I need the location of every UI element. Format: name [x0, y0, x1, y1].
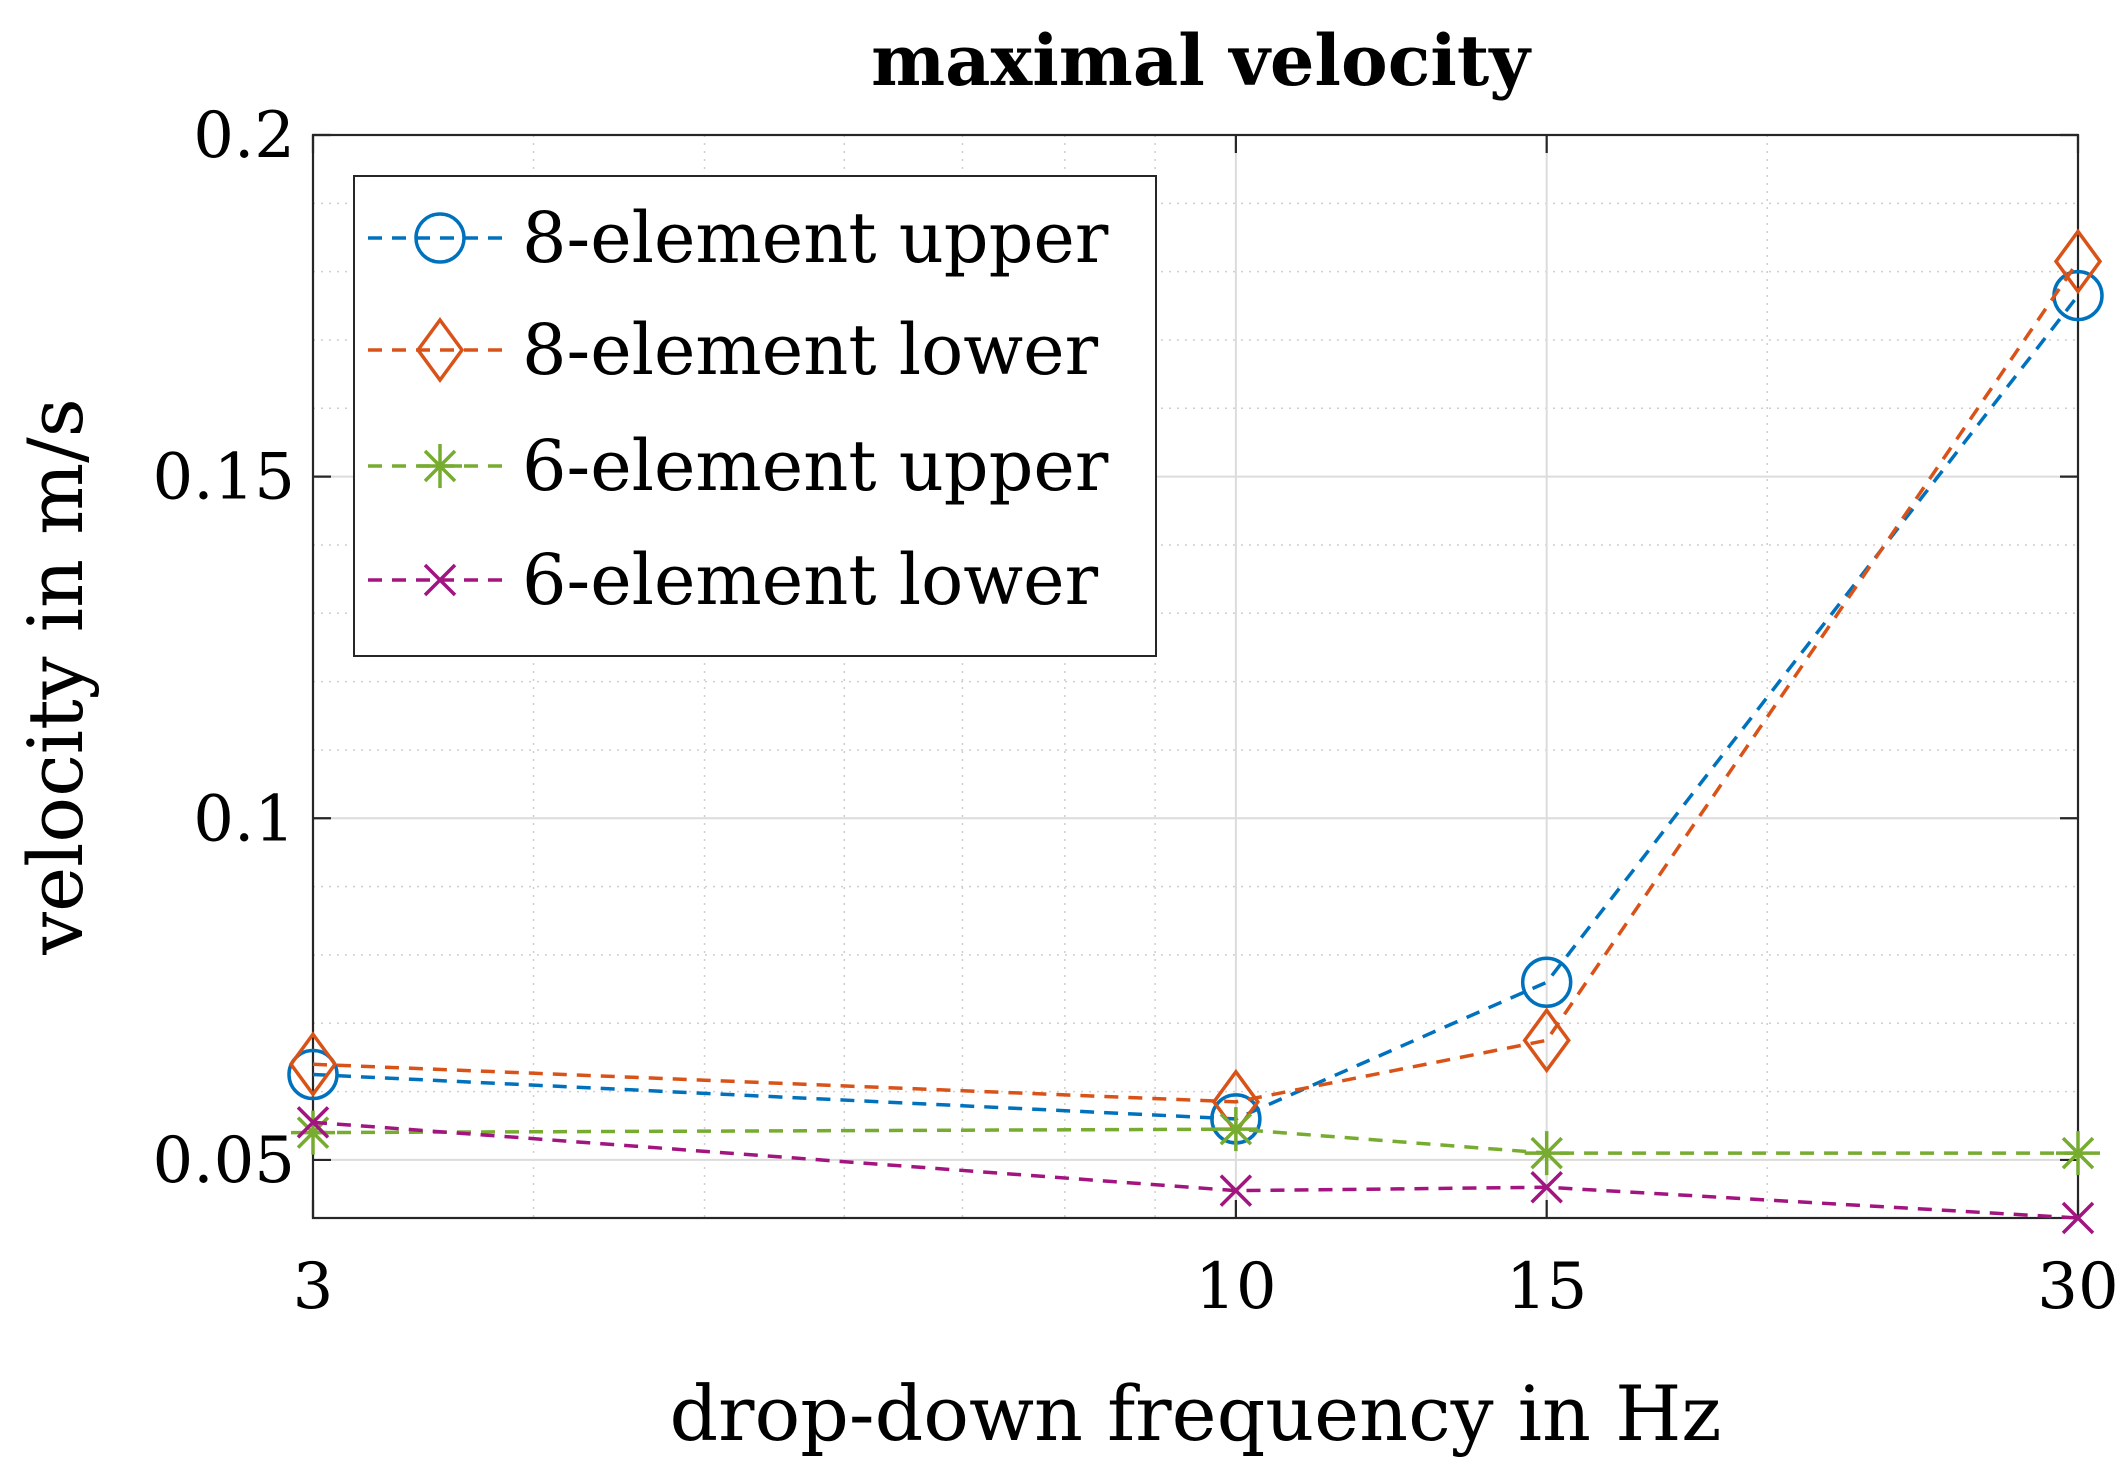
data-point-marker	[2061, 1201, 2095, 1235]
y-tick-label: 0.05	[153, 1124, 296, 1198]
series-line	[312, 294, 2080, 1121]
series-line	[312, 1127, 2078, 1155]
data-point-marker	[1520, 956, 1573, 1009]
chart-title: maximal velocity	[871, 19, 1532, 102]
data-point-marker	[288, 1031, 338, 1098]
legend-label: 6-element lower	[522, 539, 1099, 621]
legend-label: 6-element upper	[522, 425, 1109, 507]
plot-frame	[311, 133, 2080, 1220]
x-tick-label: 30	[2037, 1250, 2118, 1324]
series-8-element-lower	[288, 228, 2103, 1135]
data-point-marker	[296, 1106, 330, 1139]
legend-marker	[415, 317, 465, 383]
legend-label: 8-element lower	[522, 309, 1099, 391]
data-point-marker	[2056, 1131, 2100, 1176]
data-point-marker	[1524, 1131, 1569, 1176]
data-point-marker	[2053, 228, 2103, 295]
x-tick-label: 15	[1506, 1250, 1587, 1324]
data-point-marker	[1219, 1174, 1253, 1207]
series-6-element-lower	[296, 1106, 2095, 1235]
y-tick-label: 0.2	[193, 99, 295, 173]
data-point-marker	[291, 1110, 335, 1155]
legend-marker	[418, 444, 462, 488]
legend-item: 8-element lower	[368, 309, 1099, 391]
legend-label: 8-element upper	[522, 197, 1109, 279]
legend-item: 8-element upper	[368, 197, 1109, 279]
y-axis-label: velocity in m/s	[11, 398, 100, 956]
data-point-marker	[1522, 1007, 1571, 1074]
y-tick-label: 0.1	[193, 782, 295, 856]
data-point-marker	[1530, 1171, 1563, 1204]
legend-item: 6-element upper	[368, 425, 1109, 507]
data-point-marker	[287, 1048, 339, 1101]
x-axis-label: drop-down frequency in Hz	[670, 1369, 1722, 1458]
tick-labels: 3 10 15 30 0.05 0.1 0.15 0.2	[153, 99, 2119, 1324]
y-tick-label: 0.15	[153, 441, 296, 515]
legend: 8-element upper 8-element lower 6-element …	[353, 175, 1157, 657]
series	[287, 228, 2104, 1235]
legend-item: 6-element lower	[368, 539, 1099, 621]
data-point-marker	[1213, 1107, 1258, 1152]
series-line	[312, 1120, 2079, 1220]
legend-box	[353, 175, 1157, 657]
legend-marker	[423, 563, 457, 597]
series-6-element-upper	[291, 1107, 2100, 1176]
x-tick-label: 10	[1195, 1250, 1276, 1324]
legend-marker	[414, 212, 466, 264]
series-line	[312, 260, 2080, 1104]
x-tick-label: 3	[293, 1250, 334, 1324]
